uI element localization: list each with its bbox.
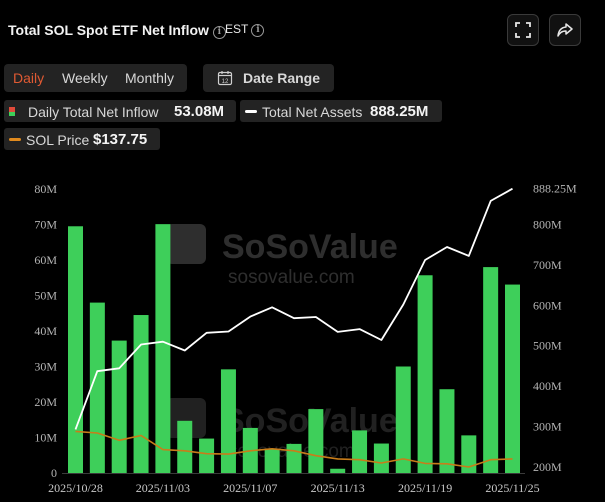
tab-monthly[interactable]: Monthly: [125, 70, 175, 86]
x-tick-label: 2025/11/07: [223, 481, 277, 495]
tab-weekly[interactable]: Weekly: [62, 70, 108, 86]
bar[interactable]: [417, 275, 433, 473]
sol-price-line[interactable]: [75, 430, 513, 468]
legend-assets-value: 888.25M: [370, 103, 429, 120]
bar[interactable]: [461, 435, 477, 473]
inflow-swatch-icon: [9, 107, 15, 116]
bar[interactable]: [89, 302, 105, 473]
calendar-icon-day: 12: [222, 79, 229, 85]
bar[interactable]: [352, 430, 368, 473]
y-left-tick-label: 0: [51, 466, 57, 480]
timezone-text: EST: [225, 22, 249, 36]
x-tick-label: 2025/11/19: [398, 481, 452, 495]
date-range-label: Date Range: [243, 70, 321, 86]
bar[interactable]: [133, 315, 149, 473]
bar[interactable]: [155, 224, 171, 473]
lines: [74, 187, 513, 468]
x-tick-label: 2025/10/28: [48, 481, 103, 495]
x-tick-label: 2025/11/13: [311, 481, 365, 495]
date-range-button[interactable]: 12 Date Range: [203, 64, 334, 92]
bar[interactable]: [199, 438, 215, 473]
header: Total SOL Spot ETF Net Inflow i EST i: [8, 14, 598, 48]
bar[interactable]: [439, 389, 455, 473]
timezone-label: EST i: [225, 22, 265, 37]
x-tick-label: 2025/11/03: [136, 481, 190, 495]
white-line-swatch-icon: [245, 110, 257, 113]
y-left-tick-label: 50M: [34, 289, 57, 303]
legend-assets-name: Total Net Assets: [262, 104, 363, 120]
y-right-tick-label: 400M: [533, 379, 562, 393]
chart-title: Total SOL Spot ETF Net Inflow i: [8, 22, 226, 39]
bar[interactable]: [286, 443, 302, 473]
axes: 0 10M 20M 30M 40M 50M 60M 70M 80M 200M 300M 400M 500…: [34, 182, 577, 495]
legend-item-sol-price[interactable]: SOL Price $137.75: [4, 128, 160, 150]
bar[interactable]: [264, 448, 280, 473]
x-tick-label: 2025/11/25: [485, 481, 539, 495]
watermark-url: sosovalue.com: [228, 267, 355, 288]
bar[interactable]: [177, 420, 193, 473]
watermarks: SoSoValue sosovalue.com SoSoValue sosova…: [166, 224, 398, 462]
watermark-top: SoSoValue sosovalue.com: [166, 224, 398, 288]
bar[interactable]: [483, 267, 499, 473]
y-right-tick-label: 500M: [533, 339, 562, 353]
watermark-logo-icon: [166, 224, 206, 264]
expand-icon: [515, 22, 531, 38]
y-left-tick-label: 40M: [34, 324, 57, 338]
watermark-brand: SoSoValue: [222, 228, 398, 266]
y-left-tick-label: 60M: [34, 253, 57, 267]
y-right-tick-label: 800M: [533, 217, 562, 231]
expand-button[interactable]: [507, 14, 539, 46]
tab-daily[interactable]: Daily: [13, 70, 45, 86]
y-left-tick-label: 20M: [34, 395, 57, 409]
watermark-logo-icon-2: [166, 398, 206, 438]
bars: [68, 224, 520, 473]
calendar-icon: 12: [217, 71, 233, 86]
timezone-info-icon[interactable]: i: [251, 24, 265, 37]
bar[interactable]: [373, 443, 389, 473]
y-right-tick-label: 700M: [533, 258, 562, 272]
legend-price-value: $137.75: [93, 131, 148, 148]
y-left-tick-label: 30M: [34, 360, 57, 374]
y-right-tick-label: 300M: [533, 420, 562, 434]
orange-line-swatch-icon: [9, 138, 21, 141]
y-left-tick-label: 10M: [34, 431, 57, 445]
bar[interactable]: [330, 468, 346, 473]
share-button[interactable]: [549, 14, 581, 46]
bar[interactable]: [308, 409, 324, 473]
legend-price-name: SOL Price: [26, 132, 90, 148]
y-right-tick-label: 600M: [533, 298, 562, 312]
bar[interactable]: [220, 369, 236, 473]
bar[interactable]: [505, 284, 520, 473]
assets-end-label: 888.25M: [533, 182, 577, 196]
chart-title-text: Total SOL Spot ETF Net Inflow: [8, 22, 209, 38]
bar[interactable]: [395, 366, 411, 474]
legend-item-assets[interactable]: Total Net Assets 888.25M: [240, 100, 442, 122]
y-right-tick-label: 200M: [533, 460, 562, 474]
bar[interactable]: [68, 226, 83, 473]
share-icon: [557, 23, 573, 37]
y-left-tick-label: 80M: [34, 182, 57, 196]
bar[interactable]: [111, 340, 127, 473]
title-info-icon[interactable]: i: [212, 26, 226, 39]
y-left-tick-label: 70M: [34, 218, 57, 232]
legend-inflow-value: 53.08M: [174, 103, 225, 120]
period-tabs: Daily Weekly Monthly: [4, 64, 187, 92]
legend-item-inflow[interactable]: Daily Total Net Inflow 53.08M: [4, 100, 236, 122]
legend-inflow-name: Daily Total Net Inflow: [28, 104, 159, 120]
